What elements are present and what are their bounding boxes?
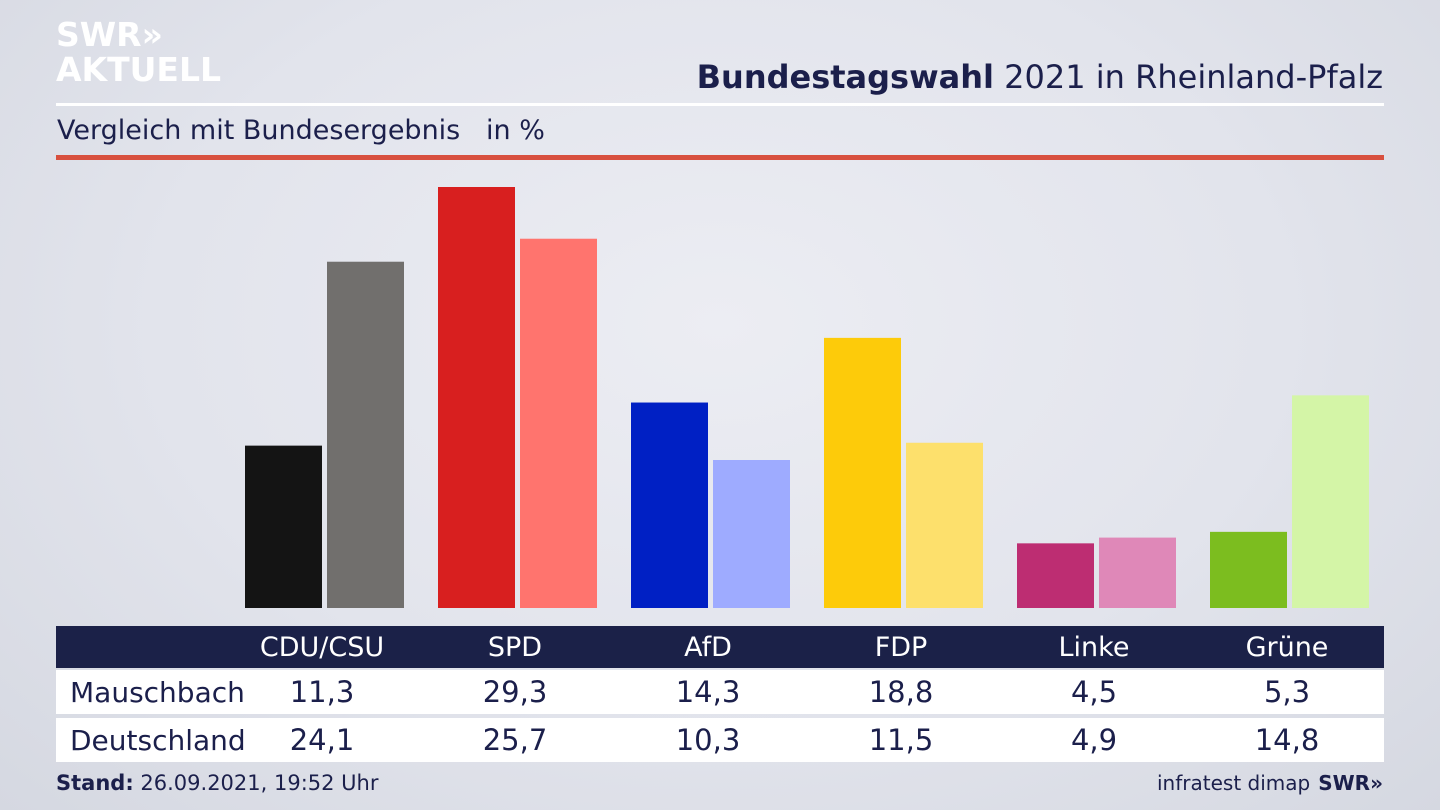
column-header: FDP: [874, 631, 928, 663]
row-label: Mauschbach: [70, 675, 245, 709]
table-cell: 4,9: [1070, 723, 1118, 757]
logo-line-2: AKTUELL: [56, 50, 222, 89]
bar-mauschbach-2: [631, 402, 708, 608]
bar-deutschland-4: [1099, 537, 1176, 608]
table-cell: 4,5: [1070, 675, 1118, 709]
chart-title-rest: 2021 in Rheinland-Pfalz: [994, 58, 1383, 96]
accent-divider: [56, 155, 1384, 160]
table-row: Deutschland 24,1 25,7 10,3 11,5 4,9 14,8: [56, 718, 1384, 762]
column-header: CDU/CSU: [259, 631, 385, 663]
stand-label: Stand:: [56, 771, 134, 795]
source-name: infratest dimap: [1157, 771, 1311, 795]
table-cell: 29,3: [482, 675, 548, 709]
bar-mauschbach-4: [1017, 543, 1094, 608]
bar-deutschland-3: [906, 442, 983, 608]
swr-brand-logo: SWR»: [1318, 771, 1383, 795]
bar-mauschbach-1: [438, 187, 515, 608]
timestamp: Stand: 26.09.2021, 19:52 Uhr: [56, 771, 379, 795]
column-header: AfD: [684, 631, 732, 663]
table-header-row: CDU/CSU SPD AfD FDP Linke Grüne: [56, 626, 1384, 668]
column-header: SPD: [487, 631, 543, 663]
table-cell: 14,8: [1254, 723, 1320, 757]
swr-aktuell-logo: SWR» AKTUELL: [56, 18, 221, 88]
chart-title: Bundestagswahl 2021 in Rheinland-Pfalz: [697, 58, 1383, 96]
table-cell: 10,3: [675, 723, 741, 757]
table-row: Mauschbach 11,3 29,3 14,3 18,8 4,5 5,3: [56, 670, 1384, 714]
chart-subtitle: Vergleich mit Bundesergebnis in %: [57, 115, 545, 146]
bar-deutschland-0: [327, 261, 404, 608]
results-table: CDU/CSU SPD AfD FDP Linke Grüne Mauschbach 11…: [56, 626, 1384, 762]
table-cell: 11,3: [289, 675, 355, 709]
bar-mauschbach-5: [1210, 531, 1287, 608]
column-header: Linke: [1058, 631, 1130, 663]
bar-mauschbach-3: [824, 337, 901, 608]
bar-deutschland-2: [713, 460, 790, 608]
column-header: Grüne: [1245, 631, 1329, 663]
header-divider: [56, 103, 1384, 106]
row-label: Deutschland: [70, 723, 246, 757]
stand-value: 26.09.2021, 19:52 Uhr: [133, 771, 379, 795]
bar-deutschland-5: [1292, 395, 1369, 608]
table-cell: 24,1: [289, 723, 355, 757]
source-credit: infratest dimap SWR»: [1157, 771, 1383, 795]
chart-title-bold: Bundestagswahl: [696, 58, 994, 96]
bar-deutschland-1: [520, 238, 597, 608]
table-cell: 25,7: [482, 723, 548, 757]
logo-line-1: SWR»: [56, 15, 163, 54]
table-cell: 11,5: [868, 723, 934, 757]
bar-mauschbach-0: [245, 445, 322, 608]
table-cell: 18,8: [868, 675, 934, 709]
table-cell: 14,3: [675, 675, 741, 709]
table-cell: 5,3: [1263, 675, 1311, 709]
